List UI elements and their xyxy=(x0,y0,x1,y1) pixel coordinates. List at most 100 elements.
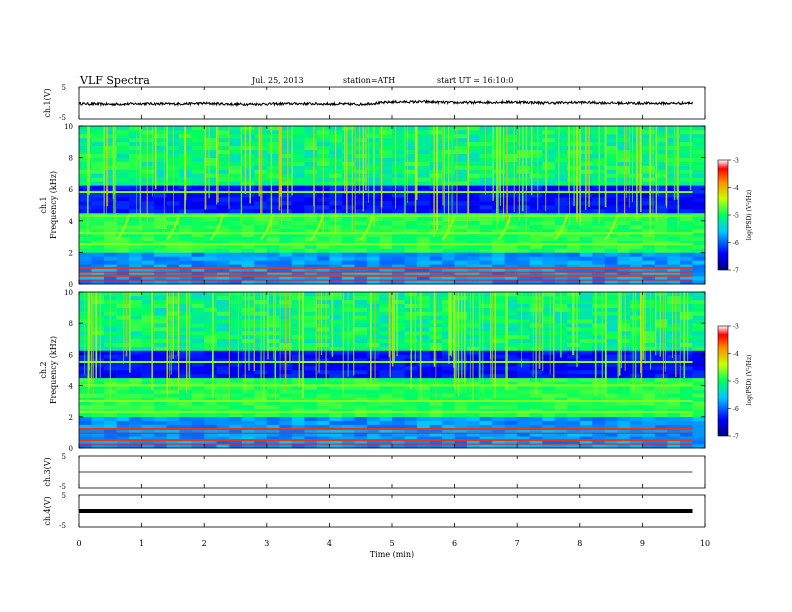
heatmap-cell-1821 xyxy=(642,197,656,202)
heatmap-cell-1753 xyxy=(617,315,631,320)
heatmap-cell-30 xyxy=(79,161,92,166)
heatmap-cell-1446 xyxy=(529,256,543,261)
heatmap-cell-723 xyxy=(304,432,318,437)
heatmap-cell-964 xyxy=(379,264,393,269)
cb-tick-label-2-2: -5 xyxy=(733,379,739,386)
heatmap-cell-1075 xyxy=(404,141,418,147)
chorus-element-6 xyxy=(441,214,456,241)
heatmap-cell-94 xyxy=(104,224,117,230)
heatmap-cell-505 xyxy=(229,181,242,186)
heatmap-cell-64 xyxy=(91,185,105,190)
heatmap-cell-1008 xyxy=(392,248,405,253)
heatmap-cell-877 xyxy=(341,133,355,139)
heatmap-cell-732 xyxy=(304,232,318,237)
heatmap-cell-390 xyxy=(191,327,205,332)
heatmap-cell-1212 xyxy=(454,232,468,237)
heatmap-cell-882 xyxy=(354,436,368,441)
heatmap-cell-918 xyxy=(354,130,368,135)
heatmap-cell-527 xyxy=(241,416,255,421)
heatmap-cell-76 xyxy=(91,303,105,308)
chorus-element-2 xyxy=(209,214,224,241)
heatmap-cell-426 xyxy=(204,342,217,347)
heatmap-cell-1050 xyxy=(404,405,418,410)
heatmap-cell-236 xyxy=(141,303,155,308)
heatmap-cell-811 xyxy=(329,401,343,406)
ytick-label-spec2-2: 4 xyxy=(69,383,74,391)
heatmap-cell-483 xyxy=(229,432,242,437)
heatmap-cell-826 xyxy=(329,342,343,347)
heatmap-cell-565 xyxy=(254,260,268,265)
heatmap-cell-564 xyxy=(254,428,268,433)
heatmap-cell-1691 xyxy=(604,401,618,406)
heatmap-cell-1700 xyxy=(604,201,618,206)
heatmap-cell-979 xyxy=(379,205,393,210)
heatmap-cell-248 xyxy=(154,248,167,253)
heatmap-cell-364 xyxy=(191,264,205,269)
heatmap-cell-519 xyxy=(229,292,242,297)
heatmap-cell-1643 xyxy=(592,268,606,273)
heatmap-cell-1693 xyxy=(604,393,618,398)
heatmap-cell-1537 xyxy=(554,377,568,382)
heatmap-cell-1094 xyxy=(417,224,430,230)
heatmap-cell-394 xyxy=(191,145,205,151)
heatmap-cell-1835 xyxy=(642,307,656,312)
heatmap-cell-765 xyxy=(316,260,330,265)
heatmap-cell-892 xyxy=(354,397,368,402)
heatmap-cell-1963 xyxy=(692,268,706,273)
heatmap-cell-147 xyxy=(116,173,130,178)
heatmap-cell-1337 xyxy=(492,377,505,382)
heatmap-cell-1816 xyxy=(642,216,656,222)
heatmap-cell-1096 xyxy=(417,381,430,386)
heatmap-cell-1562 xyxy=(567,436,581,441)
heatmap-cell-607 xyxy=(266,252,280,257)
heatmap-cell-1819 xyxy=(642,205,656,210)
heatmap-cell-632 xyxy=(266,319,280,324)
heatmap-cell-454 xyxy=(216,224,230,230)
heatmap-cell-1712 xyxy=(604,319,618,324)
heatmap-cell-901 xyxy=(354,362,368,367)
heatmap-cell-436 xyxy=(204,303,217,308)
heatmap-cell-27 xyxy=(79,173,92,178)
heatmap-cell-1825 xyxy=(642,181,656,186)
heatmap-cell-217 xyxy=(141,377,155,382)
heatmap-cell-1308 xyxy=(479,169,493,174)
heatmap-cell-247 xyxy=(154,252,167,257)
heatmap-cell-1989 xyxy=(692,165,706,170)
heatmap-cell-772 xyxy=(316,397,330,402)
heatmap-cell-1312 xyxy=(479,319,493,324)
heatmap-cell-1280 xyxy=(479,444,493,449)
heatmap-cell-1233 xyxy=(454,149,468,154)
heatmap-cell-8 xyxy=(79,412,92,418)
heatmap-cell-554 xyxy=(241,311,255,316)
heatmap-cell-41 xyxy=(91,440,105,445)
heatmap-cell-345 xyxy=(179,346,192,351)
heatmap-cell-1739 xyxy=(617,370,631,375)
heatmap-cell-1160 xyxy=(442,444,455,449)
heatmap-cell-1035 xyxy=(392,141,405,147)
heatmap-cell-1491 xyxy=(542,236,555,241)
heatmap-cell-68 xyxy=(91,334,105,340)
heatmap-cell-441 xyxy=(216,440,230,445)
heatmap-cell-1974 xyxy=(692,389,706,394)
heatmap-cell-1235 xyxy=(454,307,468,312)
heatmap-cell-436 xyxy=(204,137,217,143)
heatmap-cell-1757 xyxy=(617,133,631,139)
heatmap-cell-986 xyxy=(379,342,393,347)
heatmap-cell-521 xyxy=(241,276,255,281)
heatmap-cell-766 xyxy=(316,256,330,261)
heatmap-cell-1821 xyxy=(642,362,656,367)
heatmap-cell-910 xyxy=(354,327,368,332)
heatmap-cell-1916 xyxy=(667,303,681,308)
heatmap-cell-1334 xyxy=(492,224,505,230)
heatmap-cell-1846 xyxy=(654,256,668,261)
heatmap-cell-737 xyxy=(304,377,318,382)
heatmap-cell-1235 xyxy=(454,141,468,147)
heatmap-cell-1885 xyxy=(667,424,681,429)
heatmap-cell-412 xyxy=(204,232,217,237)
heatmap-cell-501 xyxy=(229,362,242,367)
heatmap-cell-816 xyxy=(329,381,343,386)
heatmap-cell-929 xyxy=(367,244,380,249)
heatmap-cell-227 xyxy=(141,173,155,178)
heatmap-cell-1678 xyxy=(592,295,606,301)
chorus-element-8 xyxy=(554,214,569,241)
